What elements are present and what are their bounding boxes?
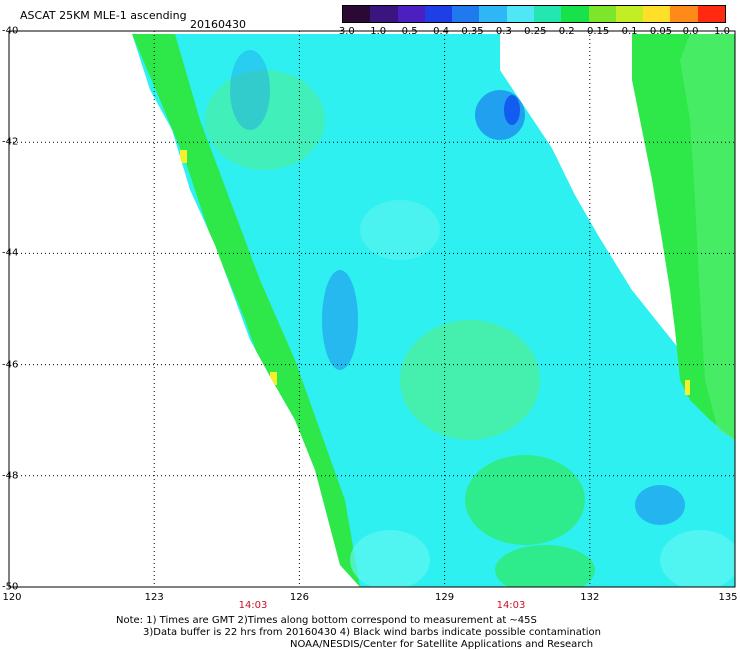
colorbar-swatch (343, 6, 371, 22)
deep-blue-core (504, 95, 520, 125)
latitude-label: -50 (2, 581, 19, 593)
note-line-2: 3)Data buffer is 22 hrs from 20160430 4)… (143, 627, 601, 638)
longitude-label: 123 (144, 592, 164, 603)
cyan-patch (660, 530, 735, 587)
latitude-label: -44 (2, 247, 19, 259)
yellow-pixel (685, 380, 690, 395)
cyan-patch (360, 200, 440, 260)
swath-right-light (680, 34, 735, 440)
longitude-label: 132 (580, 592, 600, 603)
colorbar-swatch (506, 6, 534, 22)
colorbar-swatch (479, 6, 507, 22)
blue-streak (230, 50, 270, 130)
colorbar-swatch (533, 6, 562, 22)
pass-time-2: 14:03 (496, 600, 526, 611)
product-date: 20160430 (190, 18, 246, 31)
latitude-label: -42 (2, 136, 19, 148)
colorbar-swatch (370, 6, 398, 22)
colorbar-swatch (615, 6, 644, 22)
longitude-label: 120 (2, 592, 22, 603)
latitude-label: -40 (2, 25, 19, 37)
colorbar-swatch (397, 6, 425, 22)
swath-left-base (132, 34, 735, 587)
green-patch (205, 70, 325, 170)
swath-right (632, 34, 735, 440)
blue-patch (635, 485, 685, 525)
colorbar-swatch (561, 6, 589, 22)
colorbar-swatch (588, 6, 616, 22)
note-line-3: NOAA/NESDIS/Center for Satellite Applica… (290, 639, 594, 650)
latitude-label: -46 (2, 359, 19, 371)
yellow-pixel (270, 372, 277, 385)
longitude-label: 126 (289, 592, 309, 603)
green-patch (465, 455, 585, 545)
colorbar-swatch (670, 6, 698, 22)
green-patch (495, 545, 595, 587)
longitude-label: 129 (435, 592, 455, 603)
pass-time-1: 14:03 (238, 600, 268, 611)
colorbar-swatch (424, 6, 453, 22)
graticule (9, 31, 735, 587)
green-patch (400, 320, 540, 440)
yellow-pixel (180, 150, 187, 163)
colorbar-swatch (697, 6, 725, 22)
cyan-patch (350, 530, 430, 587)
longitude-label: 135 (718, 592, 738, 603)
colorbar-swatch (643, 6, 671, 22)
note-line-1: Note: 1) Times are GMT 2)Times along bot… (116, 615, 537, 626)
colorbar-swatch (452, 6, 480, 22)
latitude-label: -48 (2, 470, 19, 482)
colorbar (342, 5, 726, 23)
product-title: ASCAT 25KM MLE-1 ascending (20, 9, 187, 22)
blue-streak (322, 270, 358, 370)
map-frame (8, 30, 736, 588)
